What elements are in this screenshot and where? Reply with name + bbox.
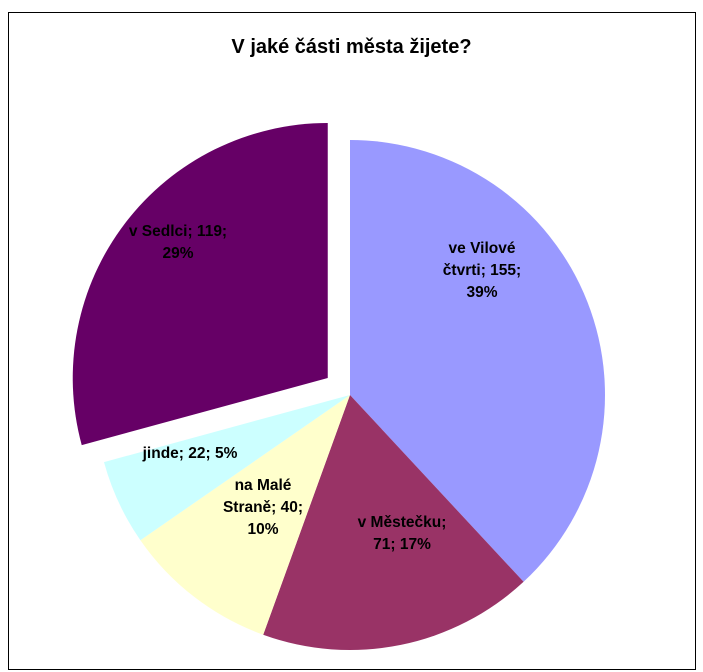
pie-slice-1 (263, 395, 524, 651)
pie-label-line: 71; 17% (373, 536, 431, 553)
pie-label-line: čtvrti; 155; (443, 262, 521, 279)
pie-label-4: v Sedlci; 119; 29% (129, 223, 227, 262)
pie-label-line: Straně; 40; (223, 499, 303, 516)
pie-slices (72, 123, 606, 651)
pie-label-line: ve Vilové (449, 240, 516, 257)
pie-label-3: jinde; 22; 5% (142, 445, 238, 462)
chart-title: V jaké části města žijete? (231, 36, 472, 58)
pie-label-line: v Městečku; (358, 514, 447, 531)
pie-label-0: ve Vilové čtvrti; 155; 39% (443, 240, 521, 301)
pie-label-line: jinde; 22; 5% (142, 445, 238, 462)
pie-label-line: 10% (247, 521, 278, 538)
pie-slice-3 (103, 395, 350, 541)
pie-label-2: na Malé Straně; 40; 10% (223, 477, 303, 538)
pie-slice-4 (72, 123, 328, 446)
pie-slice-2 (140, 395, 350, 635)
pie-slice-0 (350, 140, 606, 582)
pie-labels: ve Vilové čtvrti; 155; 39% v Městečku; 71; 1… (129, 223, 521, 553)
pie-label-line: v Sedlci; 119; (129, 223, 227, 240)
pie-label-line: 29% (162, 245, 193, 262)
pie-label-line: na Malé (235, 477, 292, 494)
pie-label-1: v Městečku; 71; 17% (358, 514, 447, 553)
pie-label-line: 39% (466, 284, 497, 301)
